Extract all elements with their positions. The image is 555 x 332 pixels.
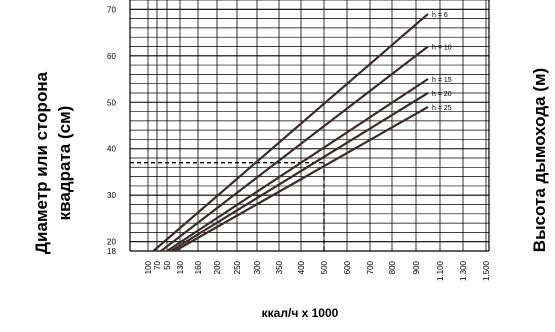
y-tick-label: 60 [107,52,116,61]
series-label: h = 15 [432,77,452,84]
y-tick-label: 20 [107,238,116,247]
x-tick-label: 350 [275,260,284,274]
y-tick-label: 40 [107,145,116,154]
y-axis-label-right: Высота дымохода (м) [530,68,549,252]
y-tick-label: 50 [107,98,116,107]
x-tick-label: 800 [388,260,397,274]
series-label: h = 25 [432,105,452,112]
x-tick-label: 200 [213,260,222,274]
series-label: h = 20 [432,91,452,98]
series-line [152,13,429,252]
x-tick-label: 500 [320,260,329,274]
y-axis-label-left-line2: квадрата (см) [55,106,74,221]
x-tick-label: 160 [194,260,203,274]
series-lines [152,13,429,252]
x-tick-label: 400 [297,260,306,274]
y-tick-label: 18 [107,247,116,256]
series-line [166,78,429,252]
series-line [160,45,429,252]
x-tick-label: 100 [144,260,153,274]
x-tick-label: 70 [153,260,162,269]
x-tick-label: 1.100 [436,260,445,281]
y-tick-label: 30 [107,191,116,200]
x-tick-label: 50 [163,260,172,269]
series-labels: h = 6 h = 10 h = 15 h = 20 h = 25 [432,12,452,112]
x-tick-label: 900 [412,260,421,274]
series-label: h = 10 [432,44,452,51]
reference-line [130,162,325,251]
series-line [170,92,429,252]
series-label: h = 6 [432,12,448,19]
x-axis-label: ккал/ч x 1000 [262,306,339,320]
y-tick-label: 70 [107,5,116,14]
x-tick-label: 1.300 [459,260,468,281]
x-tick-label: 250 [233,260,242,274]
x-tick-label: 130 [176,260,185,274]
series-line [174,105,429,252]
x-tick-label: 1.500 [482,260,491,281]
x-tick-label: 600 [343,260,352,274]
x-tick-label: 300 [253,260,262,274]
x-tick-label: 700 [366,260,375,274]
grid [129,0,490,252]
y-axis-label-left-line1: Диаметр или сторона [32,71,51,254]
